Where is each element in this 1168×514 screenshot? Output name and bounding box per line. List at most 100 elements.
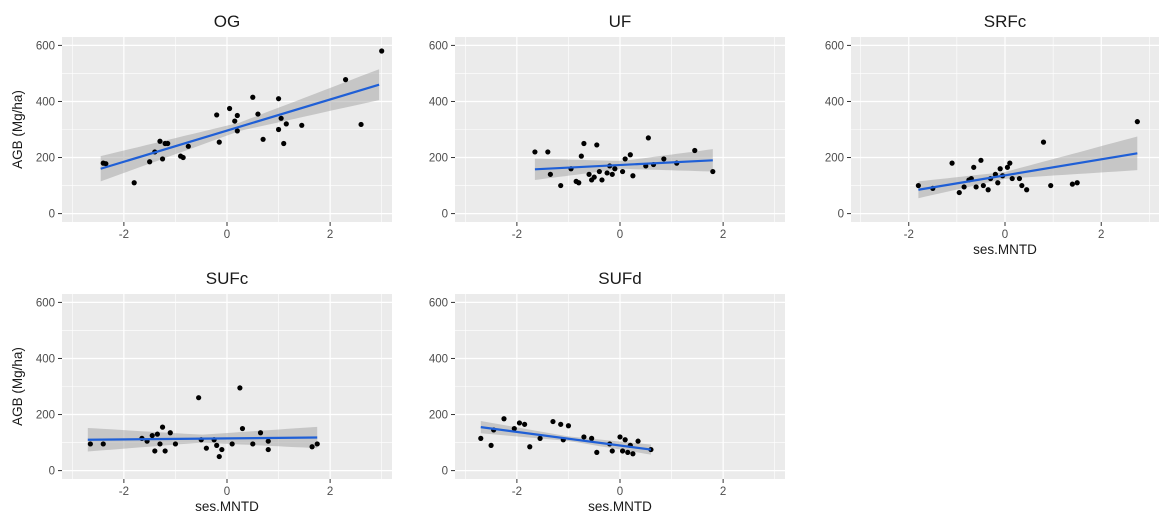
confidence-band — [918, 136, 1138, 199]
x-tick-label: -2 — [119, 229, 129, 241]
panel-title: SUFc — [206, 269, 249, 288]
data-point — [229, 441, 235, 447]
data-point — [250, 441, 256, 447]
data-point — [281, 140, 287, 147]
panel-title: OG — [214, 12, 240, 31]
panel-srfc: -2 0 2 0 200 400 600 SRFc ses.MNTD — [825, 12, 1159, 257]
data-point — [565, 423, 572, 429]
data-point — [309, 444, 315, 450]
data-point — [180, 154, 186, 161]
data-point — [576, 180, 582, 186]
data-point — [995, 180, 1001, 186]
data-point — [550, 418, 556, 425]
y-tick-label: 0 — [442, 209, 448, 221]
y-tick-label: 600 — [429, 297, 448, 309]
data-point — [157, 441, 163, 447]
data-point — [237, 385, 243, 391]
data-point — [622, 437, 628, 443]
data-point — [283, 121, 289, 127]
x-axis-label: ses.MNTD — [195, 499, 259, 514]
data-point — [578, 153, 584, 159]
data-point — [488, 442, 494, 448]
y-tick-label: 200 — [36, 153, 55, 165]
data-point — [599, 177, 605, 183]
y-tick-label: 0 — [442, 466, 448, 478]
data-point — [147, 159, 153, 165]
data-point — [627, 152, 633, 158]
data-point — [250, 94, 256, 100]
y-axis-label: AGB (Mg/ha) — [10, 90, 25, 169]
data-point — [172, 441, 179, 447]
data-point — [203, 445, 209, 451]
trend-line — [918, 152, 1138, 191]
y-tick-label: 600 — [36, 40, 55, 52]
data-point — [149, 432, 155, 439]
x-axis-label: ses.MNTD — [973, 242, 1037, 257]
data-point — [1074, 180, 1080, 186]
y-tick-label: 200 — [429, 410, 448, 422]
panel-sufd: -2 0 2 0 200 400 600 SUFd ses.MNTD — [429, 269, 785, 514]
data-point — [516, 420, 523, 426]
x-tick-label: 2 — [327, 486, 333, 498]
data-point — [645, 135, 651, 141]
x-tick-label: -2 — [119, 486, 129, 498]
data-point — [214, 442, 220, 448]
data-point — [547, 171, 553, 177]
data-point — [314, 441, 320, 447]
data-point — [619, 448, 626, 454]
data-point — [278, 115, 284, 121]
data-point — [956, 189, 962, 196]
data-point — [545, 149, 551, 155]
data-point — [622, 156, 628, 162]
data-point — [949, 160, 955, 166]
data-point — [1069, 181, 1075, 187]
data-point — [219, 446, 225, 453]
data-point — [358, 121, 364, 128]
data-point — [501, 416, 507, 422]
data-point — [980, 182, 986, 189]
data-point — [1016, 175, 1023, 182]
data-point — [275, 126, 282, 133]
y-tick-label: 400 — [429, 353, 448, 365]
data-point — [915, 182, 921, 189]
data-point — [558, 182, 564, 189]
y-tick-label: 600 — [36, 297, 55, 309]
data-point — [985, 187, 991, 193]
x-tick-label: 2 — [720, 486, 726, 498]
y-tick-label: 200 — [429, 153, 448, 165]
data-point — [589, 435, 595, 441]
data-point — [612, 166, 618, 172]
data-point — [625, 449, 631, 455]
data-point — [961, 184, 967, 190]
data-point — [661, 156, 667, 162]
data-point — [239, 425, 246, 432]
data-point — [152, 448, 158, 454]
y-tick-label: 400 — [429, 96, 448, 108]
x-tick-label: 2 — [1098, 229, 1104, 241]
x-tick-label: 2 — [720, 229, 726, 241]
data-point — [609, 448, 615, 454]
data-point — [379, 48, 385, 54]
data-point — [1004, 164, 1011, 170]
data-point — [167, 430, 173, 436]
x-tick-label: 0 — [617, 486, 623, 498]
data-point — [157, 138, 163, 144]
data-point — [1009, 175, 1015, 182]
data-point — [216, 139, 222, 145]
panel-sufc: -2 0 2 0 200 400 600 SUFc ses.MNTD AGB (Mg/ha) — [10, 269, 392, 514]
y-tick-label: 400 — [825, 96, 844, 108]
y-tick-label: 0 — [49, 466, 55, 478]
data-point — [265, 446, 271, 453]
y-tick-label: 600 — [429, 40, 448, 52]
x-tick-label: -2 — [512, 486, 522, 498]
x-tick-label: 2 — [327, 229, 333, 241]
data-point — [131, 180, 137, 186]
data-point — [522, 421, 528, 427]
data-point — [619, 168, 626, 175]
y-axis-label: AGB (Mg/ha) — [10, 347, 25, 426]
x-axis-label: ses.MNTD — [588, 499, 652, 514]
data-point — [635, 438, 641, 444]
data-point — [581, 140, 587, 147]
data-point — [558, 421, 564, 427]
